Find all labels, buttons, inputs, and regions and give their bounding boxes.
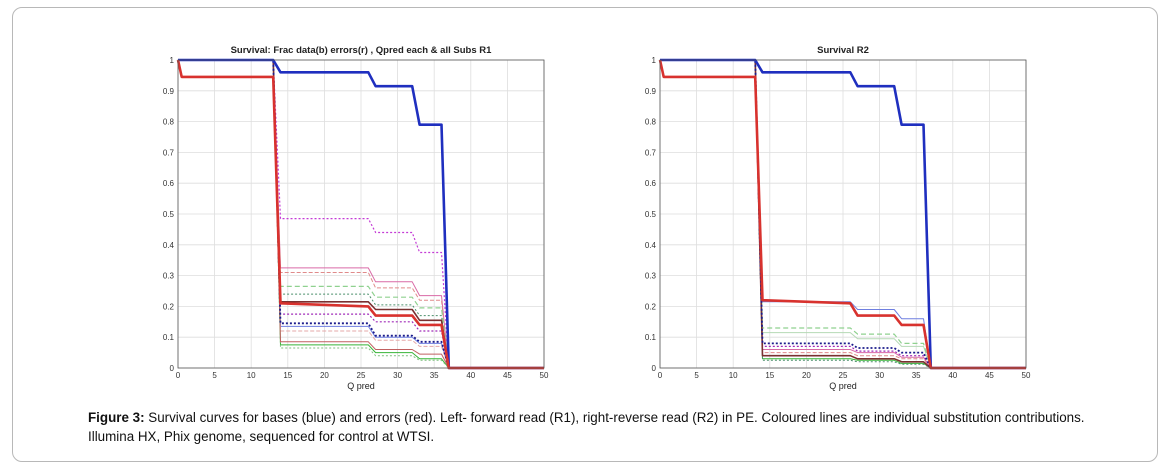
x-tick-label: 20 xyxy=(802,371,811,380)
caption-label: Figure 3: xyxy=(88,410,145,425)
x-tick-label: 15 xyxy=(283,371,292,380)
y-tick-label: 0.7 xyxy=(645,148,657,157)
y-tick-label: 0.1 xyxy=(163,333,175,342)
y-tick-label: 0.9 xyxy=(645,87,657,96)
x-tick-label: 15 xyxy=(765,371,774,380)
y-tick-label: 0.6 xyxy=(645,179,657,188)
survival-chart-r2: Survival R2 0 5 10 15 20 25 30 35 40 45 50 0 0.1 0.2 0.… xyxy=(645,45,1031,391)
x-tick-label: 0 xyxy=(658,371,663,380)
x-tick-label: 50 xyxy=(540,371,549,380)
y-tick-label: 0 xyxy=(652,364,657,373)
x-tick-label: 10 xyxy=(729,371,738,380)
y-tick-label: 0.3 xyxy=(645,272,657,281)
x-tick-label: 5 xyxy=(212,371,217,380)
x-tick-label: 45 xyxy=(503,371,512,380)
x-tick-label: 25 xyxy=(839,371,848,380)
y-tick-label: 0.2 xyxy=(163,302,175,311)
x-tick-label: 45 xyxy=(985,371,994,380)
caption-text: Survival curves for bases (blue) and err… xyxy=(88,410,1085,444)
y-tick-label: 1 xyxy=(170,56,175,65)
y-tick-label: 0.5 xyxy=(645,210,657,219)
y-tick-label: 0.3 xyxy=(163,272,175,281)
x-tick-label: 30 xyxy=(875,371,884,380)
x-tick-label: 0 xyxy=(176,371,181,380)
axes-box xyxy=(177,59,545,369)
series-line xyxy=(176,59,544,370)
x-tick-label: 40 xyxy=(466,371,475,380)
x-tick-label: 40 xyxy=(948,371,957,380)
y-tick-label: 0.6 xyxy=(163,179,175,188)
figure-caption: Figure 3: Survival curves for bases (blu… xyxy=(88,408,1108,446)
chart-title: Survival: Frac data(b) errors(r) , Qpred… xyxy=(231,45,493,56)
survival-chart-r1: Survival: Frac data(b) errors(r) , Qpred… xyxy=(163,45,549,391)
x-tick-label: 35 xyxy=(912,371,921,380)
x-tick-label: 5 xyxy=(694,371,699,380)
x-axis-label: Q pred xyxy=(829,381,857,391)
y-tick-label: 0 xyxy=(170,364,175,373)
y-tick-label: 0.5 xyxy=(163,210,175,219)
series-line xyxy=(660,58,1026,370)
y-tick-label: 0.9 xyxy=(163,87,175,96)
series-line xyxy=(658,59,1026,370)
x-tick-label: 10 xyxy=(247,371,256,380)
y-tick-label: 0.8 xyxy=(645,118,657,127)
y-tick-label: 0.1 xyxy=(645,333,657,342)
y-tick-label: 1 xyxy=(652,56,657,65)
chart-title: Survival R2 xyxy=(817,45,869,56)
x-tick-label: 50 xyxy=(1022,371,1031,380)
x-tick-label: 20 xyxy=(320,371,329,380)
x-tick-label: 25 xyxy=(357,371,366,380)
axes-box xyxy=(659,59,1027,369)
y-tick-label: 0.7 xyxy=(163,148,175,157)
series-line xyxy=(178,58,544,370)
y-tick-label: 0.8 xyxy=(163,118,175,127)
x-axis-label: Q pred xyxy=(347,381,375,391)
y-tick-label: 0.2 xyxy=(645,302,657,311)
y-tick-label: 0.4 xyxy=(163,241,175,250)
y-tick-label: 0.4 xyxy=(645,241,657,250)
series-line xyxy=(178,59,544,369)
x-tick-label: 30 xyxy=(393,371,402,380)
x-tick-label: 35 xyxy=(430,371,439,380)
